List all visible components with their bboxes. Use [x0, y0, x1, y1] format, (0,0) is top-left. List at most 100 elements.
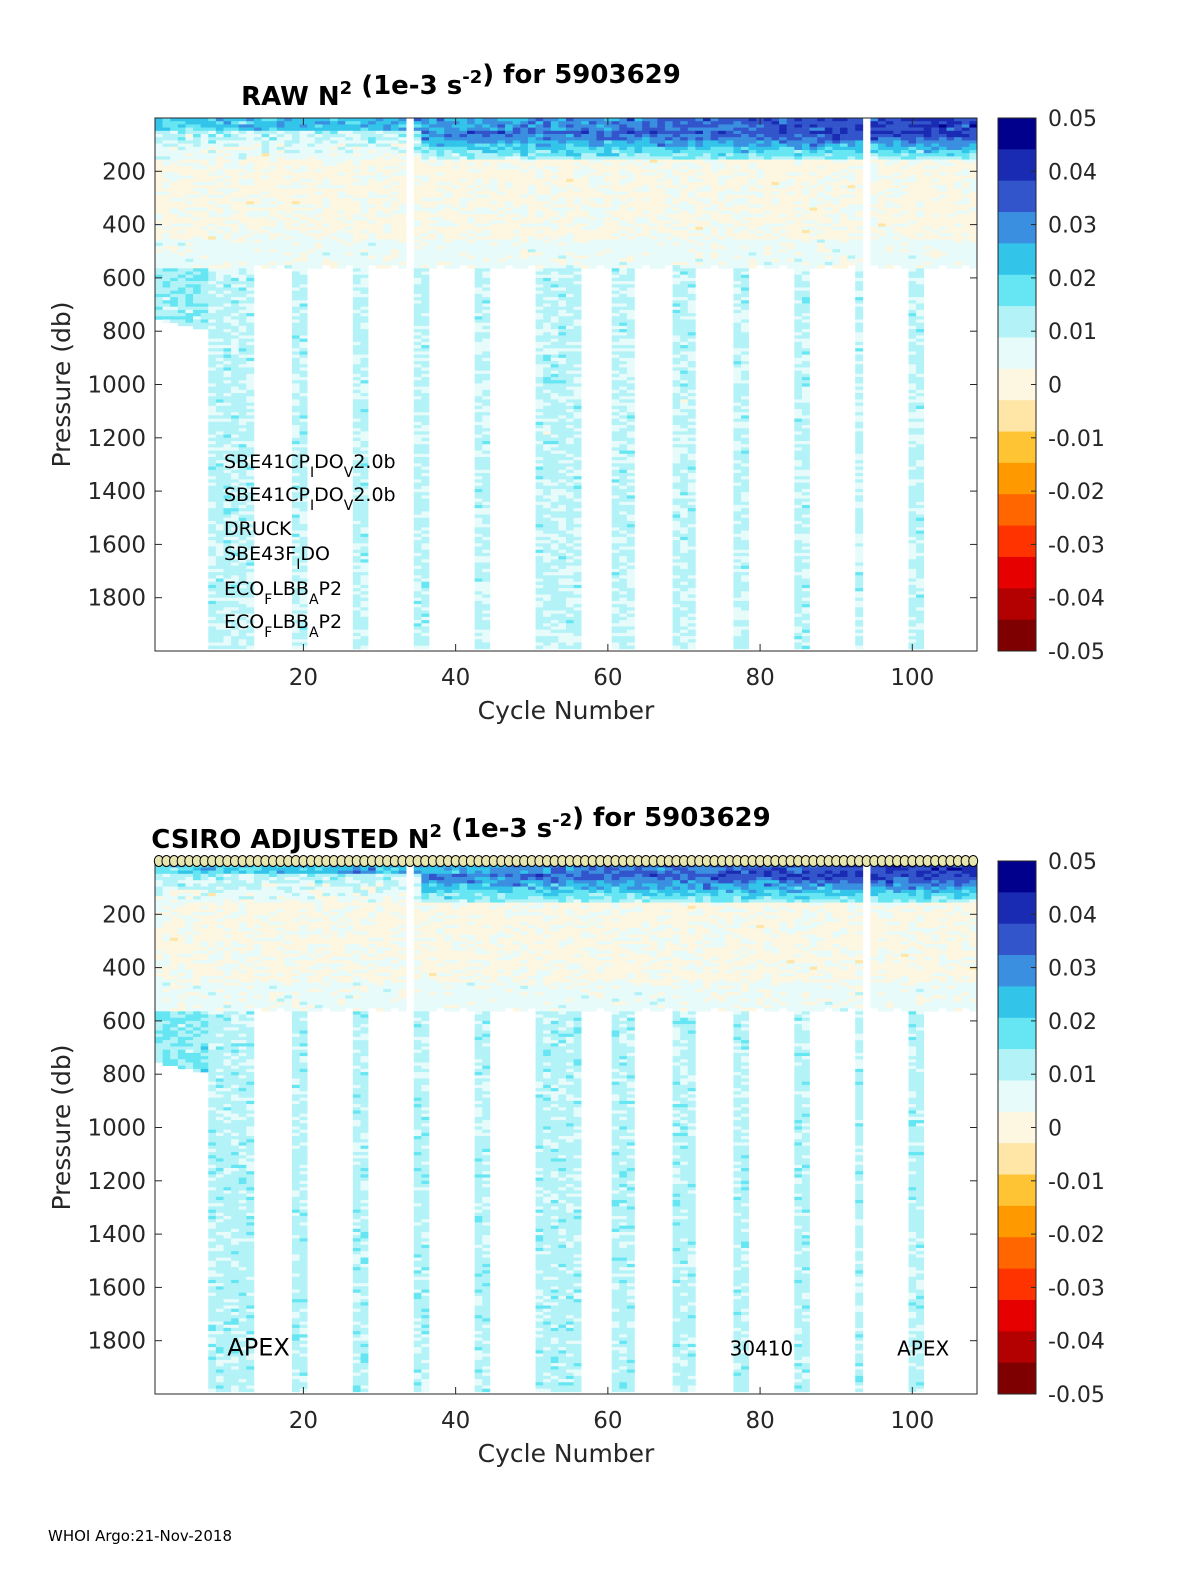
heatmap-cell — [361, 272, 369, 276]
heatmap-cell — [399, 204, 407, 208]
heatmap-cell — [300, 415, 308, 419]
heatmap-cell — [513, 121, 521, 125]
heatmap-cell — [353, 626, 361, 630]
heatmap-cell — [513, 134, 521, 138]
heatmap-cell — [376, 163, 384, 167]
heatmap-cell — [361, 534, 369, 538]
heatmap-cell — [574, 156, 582, 160]
heatmap-cell — [543, 303, 551, 307]
heatmap-cell — [482, 604, 490, 608]
heatmap-cell — [155, 176, 163, 180]
heatmap-cell — [459, 208, 467, 212]
heatmap-cell — [482, 537, 490, 541]
heatmap-cell — [536, 428, 544, 432]
heatmap-cell — [353, 307, 361, 311]
heatmap-cell — [277, 150, 285, 154]
heatmap-cell — [345, 252, 353, 256]
heatmap-cell — [216, 319, 224, 323]
heatmap-cell — [543, 390, 551, 394]
heatmap-cell — [444, 169, 452, 173]
heatmap-cell — [566, 444, 574, 448]
heatmap-cell — [208, 211, 216, 215]
heatmap-cell — [345, 208, 353, 212]
heatmap-cell — [178, 256, 186, 260]
heatmap-cell — [201, 233, 209, 237]
heatmap-cell — [551, 252, 559, 256]
heatmap-cell — [421, 495, 429, 499]
heatmap-cell — [543, 166, 551, 170]
heatmap-cell — [300, 220, 308, 224]
heatmap-cell — [292, 291, 300, 295]
heatmap-cell — [292, 278, 300, 282]
heatmap-cell — [345, 224, 353, 228]
heatmap-cell — [353, 639, 361, 643]
heatmap-cell — [201, 291, 209, 295]
heatmap-cell — [201, 224, 209, 228]
heatmap-cell — [300, 396, 308, 400]
heatmap-cell — [452, 153, 460, 157]
heatmap-cell — [482, 630, 490, 634]
heatmap-cell — [566, 390, 574, 394]
heatmap-cell — [543, 150, 551, 154]
heatmap-cell — [498, 246, 506, 250]
heatmap-cell — [216, 275, 224, 279]
heatmap-cell — [361, 630, 369, 634]
heatmap-cell — [520, 163, 528, 167]
heatmap-cell — [208, 134, 216, 138]
heatmap-cell — [391, 224, 399, 228]
heatmap-cell — [421, 623, 429, 627]
heatmap-cell — [292, 339, 300, 343]
heatmap-cell — [155, 150, 163, 154]
heatmap-cell — [368, 137, 376, 141]
heatmap-cell — [353, 518, 361, 522]
heatmap-cell — [292, 249, 300, 253]
heatmap-cell — [300, 192, 308, 196]
heatmap-cell — [208, 256, 216, 260]
heatmap-cell — [475, 412, 483, 416]
heatmap-cell — [208, 294, 216, 298]
heatmap-cell — [551, 636, 559, 640]
heatmap-cell — [536, 144, 544, 148]
heatmap-cell — [170, 284, 178, 288]
heatmap-cell — [543, 230, 551, 234]
heatmap-cell — [322, 134, 330, 138]
heatmap-cell — [361, 527, 369, 531]
heatmap-cell — [421, 617, 429, 621]
heatmap-cell — [475, 262, 483, 266]
heatmap-cell — [231, 351, 239, 355]
heatmap-cell — [482, 399, 490, 403]
heatmap-cell — [155, 236, 163, 240]
heatmap-cell — [193, 169, 201, 173]
heatmap-cell — [315, 137, 323, 141]
heatmap-cell — [246, 374, 254, 378]
heatmap-cell — [353, 169, 361, 173]
heatmap-cell — [414, 422, 422, 426]
heatmap-cell — [437, 198, 445, 202]
heatmap-cell — [185, 214, 193, 218]
heatmap-cell — [322, 249, 330, 253]
heatmap-cell — [467, 195, 475, 199]
heatmap-cell — [292, 160, 300, 164]
heatmap-cell — [421, 195, 429, 199]
heatmap-cell — [170, 275, 178, 279]
heatmap-cell — [224, 390, 232, 394]
heatmap-cell — [315, 134, 323, 138]
heatmap-cell — [208, 428, 216, 432]
heatmap-cell — [490, 192, 498, 196]
heatmap-cell — [558, 457, 566, 461]
heatmap-cell — [421, 476, 429, 480]
heatmap-cell — [170, 313, 178, 317]
heatmap-cell — [239, 230, 247, 234]
heatmap-cell — [353, 358, 361, 362]
heatmap-cell — [307, 198, 315, 202]
heatmap-cell — [163, 291, 171, 295]
heatmap-cell — [376, 249, 384, 253]
heatmap-cell — [361, 511, 369, 514]
heatmap-cell — [307, 137, 315, 141]
heatmap-cell — [292, 246, 300, 250]
heatmap-cell — [543, 499, 551, 503]
heatmap-cell — [551, 211, 559, 215]
heatmap-cell — [353, 188, 361, 192]
heatmap-cell — [368, 208, 376, 212]
heatmap-cell — [361, 531, 369, 535]
